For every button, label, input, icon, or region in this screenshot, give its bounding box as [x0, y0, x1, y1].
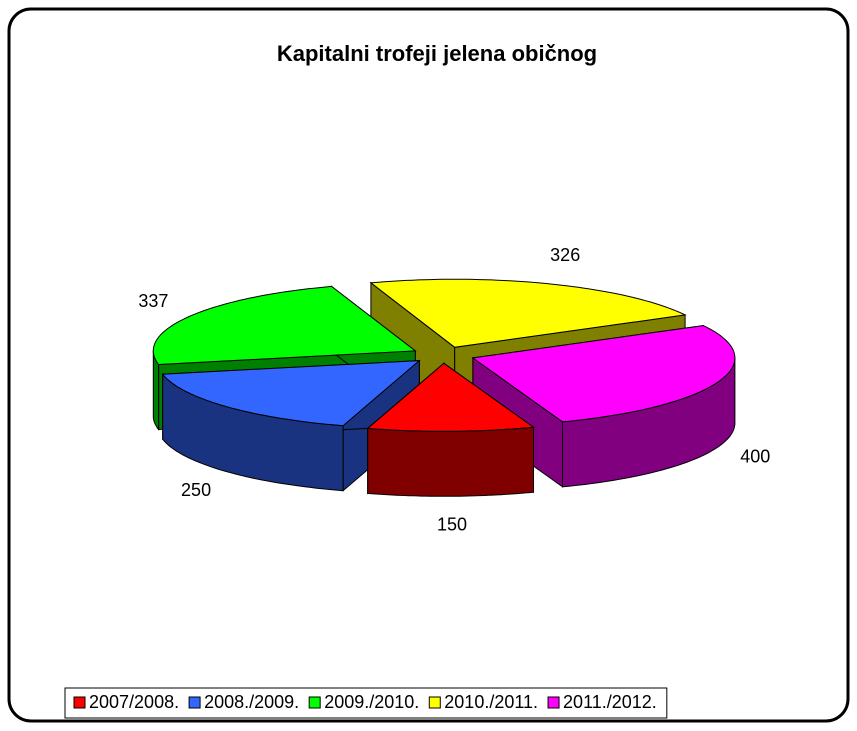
- data-label: 337: [138, 291, 168, 311]
- data-label: 150: [437, 515, 467, 535]
- legend-swatch: [428, 696, 441, 709]
- legend-label: 2011./2012.: [563, 692, 657, 712]
- legend-label: 2008./2009.: [204, 692, 299, 712]
- slice: [471, 325, 736, 423]
- data-label: 250: [181, 480, 211, 500]
- pie: 150 250 337 326 400: [138, 245, 770, 535]
- chart-title: Kapitalni trofeji jelena običnog: [277, 41, 597, 66]
- legend: 2007/2008. 2008./2009. 2009./2010. 2010./20…: [64, 687, 668, 719]
- slice: [366, 362, 535, 432]
- legend-swatch: [73, 696, 86, 709]
- legend-label: 2007/2008.: [89, 692, 179, 712]
- data-label: 326: [550, 245, 580, 265]
- legend-label: 2010./2011.: [444, 692, 538, 712]
- slice: [161, 360, 421, 427]
- legend-swatch: [188, 696, 201, 709]
- slice-wall: [367, 426, 534, 497]
- legend-label: 2009./2010.: [324, 692, 419, 712]
- legend-swatch: [308, 696, 321, 709]
- slice: [369, 278, 687, 348]
- legend-swatch: [547, 696, 560, 709]
- data-label: 400: [740, 446, 770, 466]
- slice: [152, 285, 417, 366]
- legend-box: [64, 687, 668, 719]
